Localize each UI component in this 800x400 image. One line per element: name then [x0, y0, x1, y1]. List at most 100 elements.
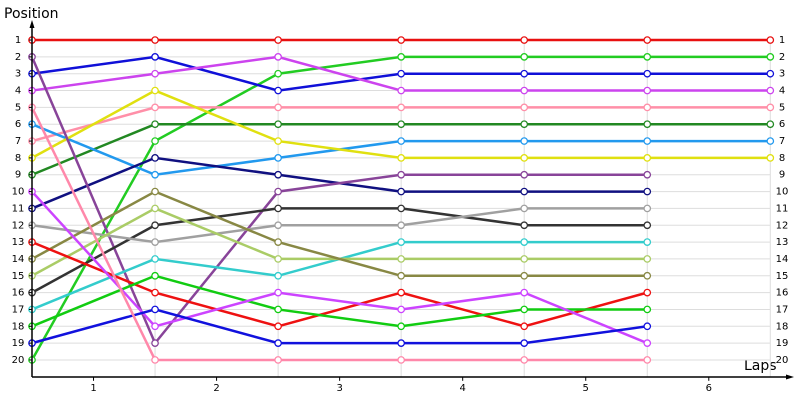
y-tick-label: 20 [12, 355, 25, 366]
point [274, 103, 282, 112]
point [520, 53, 529, 61]
point [643, 322, 652, 331]
point [643, 86, 652, 95]
point [766, 53, 775, 61]
y-tick-label-right: 6 [779, 119, 785, 130]
point [766, 69, 775, 78]
point [274, 154, 282, 162]
point [520, 255, 529, 263]
point [397, 204, 406, 213]
y-axis-label: Position [4, 6, 59, 22]
point [766, 154, 775, 162]
y-tick-label: 7 [15, 136, 21, 147]
point [397, 187, 406, 196]
point [151, 36, 159, 44]
y-tick-label: 8 [15, 153, 21, 164]
y-tick-label-right: 17 [776, 304, 789, 315]
y-tick-label: 1 [15, 35, 21, 46]
point [274, 53, 282, 61]
point [766, 103, 775, 112]
y-tick-label-right: 20 [776, 355, 789, 366]
point [274, 238, 282, 246]
y-tick-label: 12 [12, 220, 25, 231]
point [397, 103, 406, 112]
y-tick-label-right: 15 [776, 271, 789, 282]
point [397, 137, 406, 145]
point [643, 187, 652, 196]
y-tick-label: 9 [15, 170, 21, 181]
point [274, 322, 282, 331]
point [151, 339, 159, 347]
point [643, 305, 652, 314]
point [397, 288, 406, 297]
point [397, 305, 406, 314]
y-tick-label: 3 [15, 69, 21, 80]
series-line [31, 207, 648, 244]
series-line [31, 190, 648, 278]
point [766, 137, 775, 145]
y-tick-label: 11 [12, 203, 25, 214]
point [766, 36, 775, 44]
series-line [31, 190, 648, 345]
point [151, 53, 159, 61]
point [151, 305, 159, 314]
point [643, 53, 652, 61]
point [397, 238, 406, 246]
point [643, 103, 652, 112]
point [520, 339, 529, 347]
point [643, 238, 652, 246]
y-tick-label-right: 2 [779, 52, 785, 63]
point [274, 187, 282, 196]
x-tick-label: 3 [336, 383, 342, 394]
point [520, 305, 529, 314]
point [643, 339, 652, 347]
point [520, 187, 529, 196]
point [151, 204, 159, 213]
point [520, 154, 529, 162]
point [151, 86, 159, 95]
y-tick-label-right: 8 [779, 153, 785, 164]
y-tick-label-right: 5 [779, 102, 785, 113]
point [274, 255, 282, 263]
point [274, 204, 282, 213]
series-line [31, 240, 648, 328]
point [520, 137, 529, 145]
point [274, 271, 282, 280]
point [151, 255, 159, 263]
point [643, 288, 652, 297]
x-axis-label: Laps [744, 358, 777, 374]
point [766, 120, 775, 129]
y-tick-label: 13 [12, 237, 25, 248]
y-tick-label-right: 18 [776, 321, 789, 332]
point [151, 288, 159, 297]
point [520, 86, 529, 95]
point [643, 36, 652, 44]
point [643, 154, 652, 162]
x-tick-label: 2 [213, 383, 219, 394]
point [520, 221, 529, 230]
y-tick-label: 6 [15, 119, 21, 130]
point [151, 137, 159, 145]
point [643, 204, 652, 213]
y-tick-label: 4 [15, 86, 21, 97]
y-tick-label: 19 [12, 338, 25, 349]
point [643, 69, 652, 78]
series-line [31, 274, 648, 328]
point [520, 69, 529, 78]
point [643, 221, 652, 230]
y-tick-label-right: 14 [776, 254, 789, 265]
point [397, 86, 406, 95]
point [520, 204, 529, 213]
point [520, 120, 529, 129]
x-tick-label: 5 [583, 383, 589, 394]
point [151, 238, 159, 246]
point [397, 221, 406, 230]
y-tick-label-right: 1 [779, 35, 785, 46]
point [643, 137, 652, 145]
point [520, 288, 529, 297]
y-tick-label: 14 [12, 254, 25, 265]
point [397, 36, 406, 44]
y-tick-label-right: 10 [776, 187, 789, 198]
y-tick-label: 2 [15, 52, 21, 63]
point [274, 305, 282, 314]
